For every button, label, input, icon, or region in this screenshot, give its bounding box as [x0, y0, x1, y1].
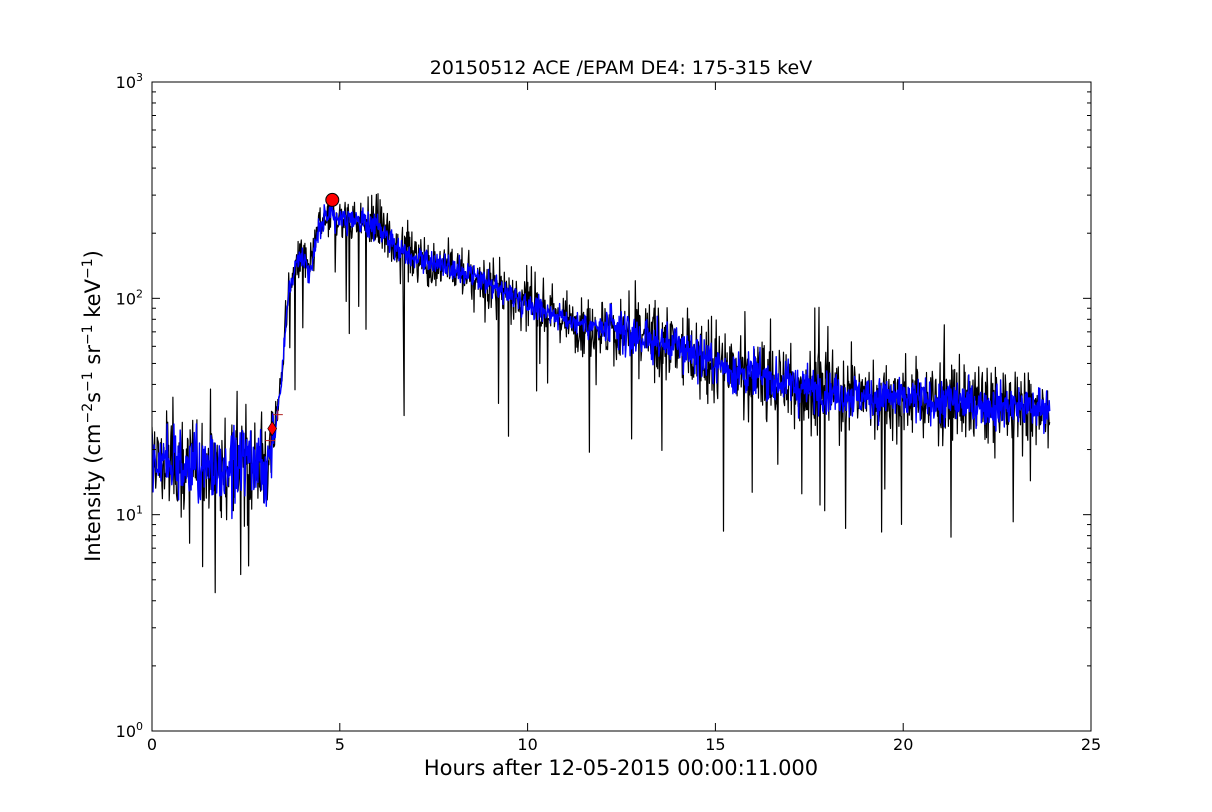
y-tick-label: 100: [116, 720, 143, 741]
series-smoothed-line: [152, 201, 1051, 520]
y-axis-label-sup4: −1: [80, 258, 96, 279]
y-axis-label-sup1: −2: [80, 403, 96, 424]
onset-marker: [267, 421, 278, 437]
y-tick-label: 102: [116, 287, 143, 308]
x-tick-label: 15: [705, 735, 725, 754]
series-layer: [152, 193, 1051, 594]
y-axis-label-suffix: ): [81, 250, 105, 258]
plot-area: [152, 192, 1051, 594]
peak-marker: [325, 192, 340, 207]
x-tick-label: 5: [335, 735, 345, 754]
y-axis-label-mid2: sr: [81, 345, 105, 372]
y-axis-label-mid1: s: [81, 392, 105, 403]
cross-marker: [272, 409, 283, 420]
y-tick-label: 101: [116, 504, 143, 525]
y-axis-label-sup3: −1: [80, 324, 96, 345]
cross-marker: [265, 435, 276, 446]
x-axis: 0 5 10 15 20 25: [147, 82, 1101, 754]
x-tick-label: 0: [147, 735, 157, 754]
x-tick-label: 25: [1081, 735, 1101, 754]
marker-layer: [265, 192, 340, 446]
y-tick-label: 103: [116, 71, 143, 92]
axes-frame: [151, 81, 1092, 732]
chart-title: 20150512 ACE /EPAM DE4: 175-315 keV: [430, 57, 812, 79]
y-axis-label-prefix: Intensity (cm: [81, 424, 105, 562]
y-axis-label: Intensity (cm−2s−1 sr−1 keV−1): [80, 250, 105, 562]
y-axis-label-mid3: keV: [81, 278, 105, 324]
x-axis-label: Hours after 12-05-2015 00:00:11.000: [424, 756, 818, 780]
x-tick-label: 20: [893, 735, 913, 754]
y-axis-label-sup2: −1: [80, 371, 96, 392]
x-tick-label: 10: [517, 735, 537, 754]
y-axis: 100 101 102 103: [116, 71, 1091, 741]
